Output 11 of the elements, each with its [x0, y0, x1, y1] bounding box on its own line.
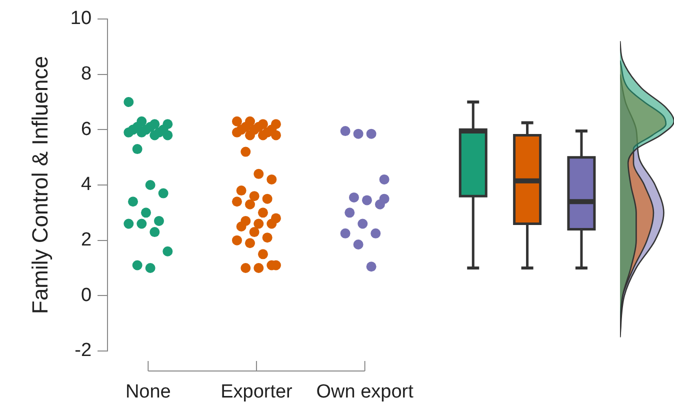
y-tick-label: 6	[80, 118, 92, 140]
y-tick-label: 10	[70, 8, 92, 30]
y-tick-label: 0	[80, 284, 92, 306]
y-tick-label: -2	[74, 340, 92, 362]
x-tick-label: None	[125, 382, 171, 403]
y-tick-label: 4	[80, 174, 92, 196]
y-tick-label: 8	[80, 64, 92, 85]
x-tick-label: Own export	[316, 382, 414, 403]
x-tick-label: Exporter	[220, 382, 294, 403]
y-axis-title: Family Control & Influence	[27, 56, 52, 314]
y-tick-label: 2	[80, 230, 92, 251]
